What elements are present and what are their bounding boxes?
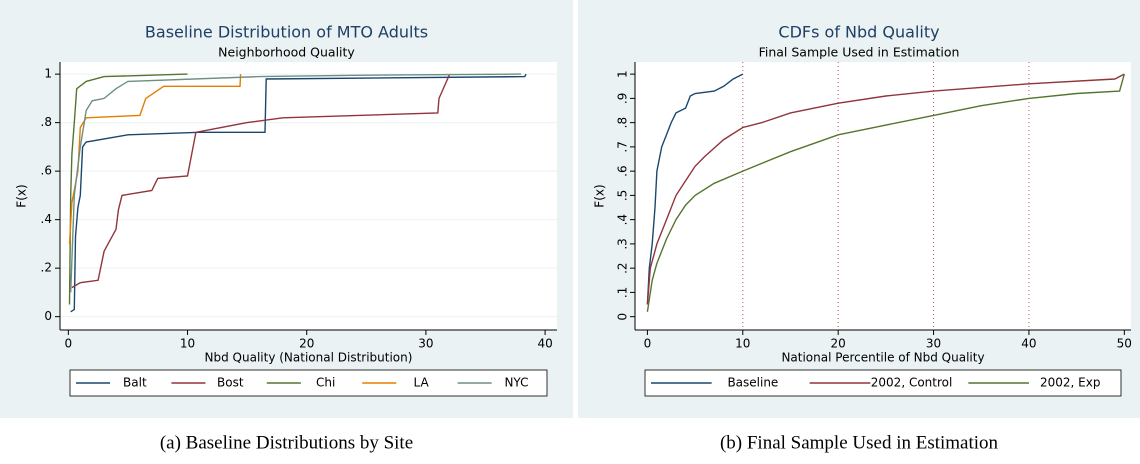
y-tick-label: 0 — [44, 309, 52, 323]
chart-subtitle: Final Sample Used in Estimation — [759, 45, 960, 60]
legend-label: NYC — [504, 376, 528, 390]
x-tick-label: 50 — [1117, 337, 1132, 351]
cdf-line — [71, 73, 451, 289]
chart-title: CDFs of Nbd Quality — [778, 23, 939, 42]
y-tick-label: .6 — [41, 164, 52, 178]
plot-area — [60, 62, 557, 330]
legend-label: Chi — [316, 376, 335, 390]
y-tick-label: .1 — [616, 287, 630, 298]
y-tick-label: .2 — [616, 262, 630, 273]
y-tick-label: .6 — [616, 165, 630, 176]
legend-label: Balt — [123, 376, 147, 390]
plot-area — [635, 62, 1131, 330]
y-tick-label: 0 — [616, 313, 630, 321]
y-tick-label: .5 — [616, 190, 630, 201]
cdf-line — [646, 73, 744, 305]
x-tick-label: 10 — [180, 337, 195, 351]
y-axis-label: F(x) — [15, 184, 29, 207]
x-tick-label: 10 — [735, 337, 750, 351]
y-tick-label: .8 — [41, 115, 52, 129]
y-tick-label: .3 — [616, 238, 630, 249]
y-tick-label: .4 — [41, 212, 52, 226]
y-tick-label: 1 — [44, 67, 52, 81]
y-tick-label: .9 — [616, 93, 630, 104]
chart-subtitle: Neighborhood Quality — [218, 45, 355, 60]
x-tick-label: 40 — [537, 337, 552, 351]
caption: (b) Final Sample Used in Estimation — [720, 432, 999, 453]
x-tick-label: 0 — [65, 337, 73, 351]
y-tick-label: .7 — [616, 141, 630, 152]
legend-label: LA — [413, 376, 429, 390]
y-axis-label: F(x) — [593, 184, 607, 207]
cdf-line — [646, 73, 1125, 312]
legend-box — [644, 369, 1122, 397]
legend-label: 2002, Control — [871, 376, 953, 390]
cdf-line — [70, 73, 522, 293]
legend-label: 2002, Exp — [1040, 376, 1100, 390]
y-tick-label: .2 — [41, 261, 52, 275]
y-tick-label: .4 — [616, 214, 630, 225]
legend-label: Bost — [217, 376, 244, 390]
y-tick-label: 1 — [616, 70, 630, 78]
cdf-line — [68, 73, 188, 305]
legend-label: Baseline — [727, 376, 778, 390]
x-axis-label: Nbd Quality (National Distribution) — [205, 351, 413, 365]
x-tick-label: 30 — [418, 337, 433, 351]
cdf-line — [646, 73, 1125, 305]
cdf-line — [70, 73, 527, 313]
x-tick-label: 40 — [1021, 337, 1036, 351]
caption: (a) Baseline Distributions by Site — [160, 432, 413, 453]
y-tick-label: .8 — [616, 117, 630, 128]
x-tick-label: 20 — [831, 337, 846, 351]
chart-title: Baseline Distribution of MTO Adults — [145, 23, 428, 42]
x-axis-label: National Percentile of Nbd Quality — [781, 351, 984, 365]
x-tick-label: 20 — [299, 337, 314, 351]
x-tick-label: 30 — [926, 337, 941, 351]
x-tick-label: 0 — [644, 337, 652, 351]
